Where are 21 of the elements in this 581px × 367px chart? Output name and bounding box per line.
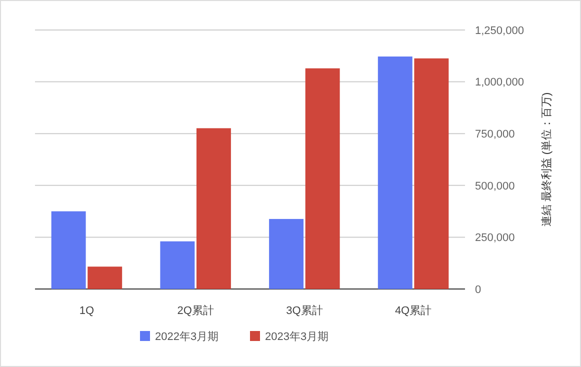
bar xyxy=(414,58,449,289)
x-tick-label: 3Q累計 xyxy=(286,304,323,317)
bar xyxy=(88,266,122,289)
y-tick-label: 500,000 xyxy=(475,180,515,192)
bar xyxy=(269,218,304,289)
x-tick-label: 2Q累計 xyxy=(177,304,214,317)
bar xyxy=(305,68,340,289)
y-axis-title: 連結 最終利益 (単位：百万) xyxy=(540,92,553,227)
legend-label: 2022年3月期 xyxy=(155,330,219,343)
y-tick-label: 1,000,000 xyxy=(475,76,524,89)
x-tick-label: 1Q xyxy=(79,305,94,317)
bar xyxy=(196,128,231,289)
legend-label: 2023年3月期 xyxy=(265,330,329,343)
x-tick-label: 4Q累計 xyxy=(394,304,432,317)
y-tick-label: 750,000 xyxy=(475,128,515,140)
bar xyxy=(378,56,412,289)
y-tick-label: 1,250,000 xyxy=(475,24,524,37)
bar xyxy=(51,211,86,289)
y-tick-label: 250,000 xyxy=(475,232,515,244)
y-tick-label: 0 xyxy=(475,284,482,296)
bar xyxy=(160,241,195,289)
